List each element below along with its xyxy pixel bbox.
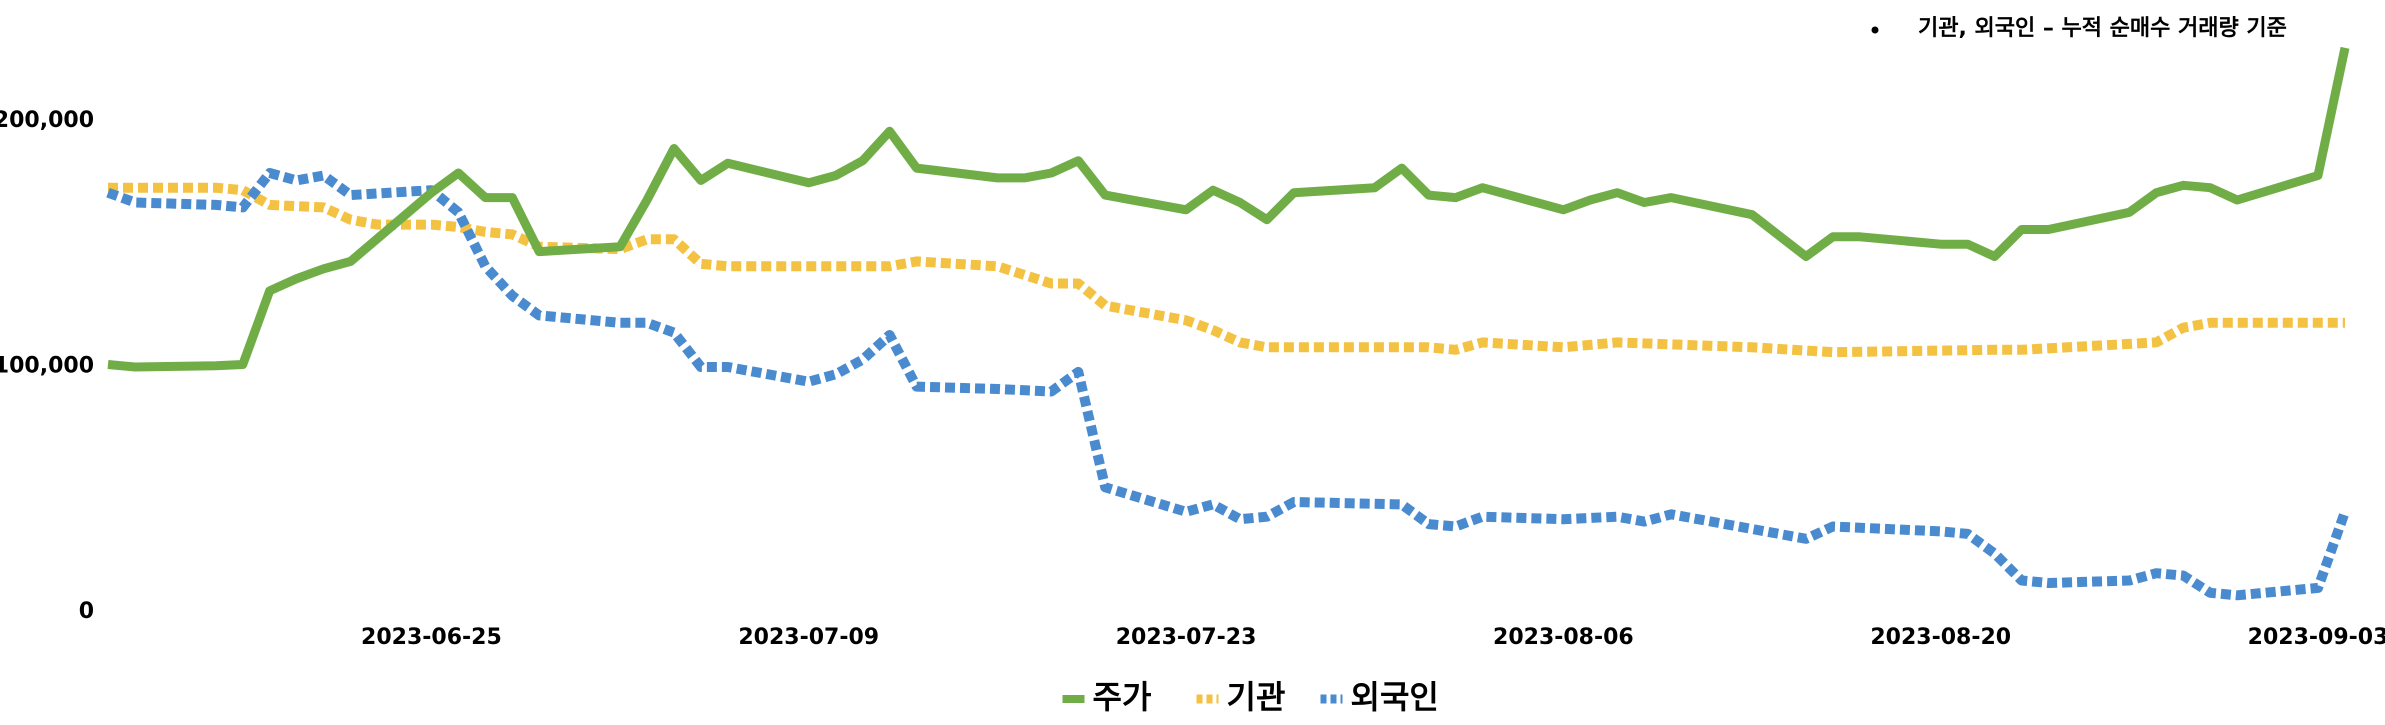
x-tick-label: 2023-08-20	[1870, 625, 2011, 650]
annotation-bullet	[1871, 26, 1879, 34]
y-tick-label: 100,000	[0, 354, 94, 379]
y-axis: 0 100,000 200,000	[0, 108, 94, 624]
y-tick-label: 0	[79, 599, 94, 624]
legend-item: 외국인	[1320, 678, 1439, 716]
annotation-text: 기관, 외국인 – 누적 순매수 거래량 기준	[1918, 16, 2287, 41]
x-axis: 2023-06-25 2023-07-09 2023-07-23 2023-08-06…	[361, 625, 2385, 650]
legend-label: 외국인	[1351, 678, 1439, 716]
series-line-1	[108, 182, 2345, 358]
x-tick-label: 2023-07-09	[738, 625, 879, 650]
x-tick-label: 2023-09-03	[2248, 625, 2385, 650]
annotation: 기관, 외국인 – 누적 순매수 거래량 기준	[1871, 16, 2287, 41]
series-layer	[106, 46, 2350, 601]
series-line-2	[106, 168, 2350, 601]
legend-label: 기관	[1227, 678, 1286, 716]
legend-item: 주가	[1062, 678, 1152, 716]
legend-label: 주가	[1093, 678, 1152, 716]
x-tick-label: 2023-08-06	[1493, 625, 1634, 650]
y-tick-label: 200,000	[0, 108, 94, 133]
x-tick-label: 2023-07-23	[1116, 625, 1257, 650]
x-tick-label: 2023-06-25	[361, 625, 502, 650]
legend: 주가 기관 외국인	[1062, 678, 1439, 716]
series-line-0	[107, 46, 2350, 372]
legend-item: 기관	[1196, 678, 1286, 716]
